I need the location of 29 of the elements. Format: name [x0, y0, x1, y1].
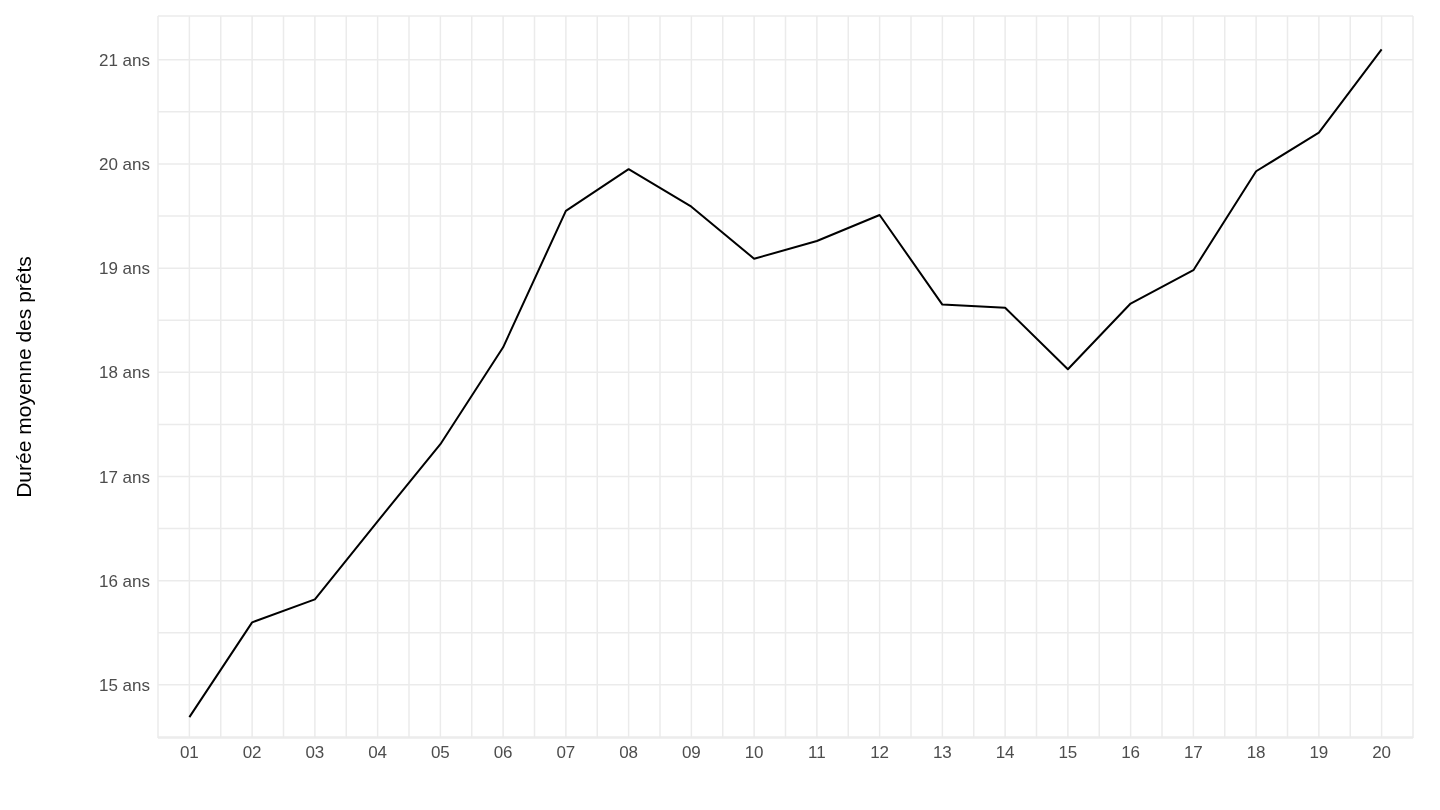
x-tick-label: 08 — [619, 743, 639, 763]
x-tick-label: 01 — [179, 743, 199, 763]
x-tick-label: 07 — [556, 743, 576, 763]
x-tick-label: 19 — [1309, 743, 1329, 763]
y-tick-label: 21 ans — [98, 50, 150, 70]
x-tick-label: 02 — [242, 743, 262, 763]
x-tick-label: 12 — [870, 743, 890, 763]
x-tick-label: 16 — [1121, 743, 1141, 763]
y-tick-label: 15 ans — [98, 675, 150, 695]
x-tick-label: 04 — [368, 743, 388, 763]
x-tick-label: 06 — [493, 743, 513, 763]
x-tick-label: 15 — [1058, 743, 1078, 763]
y-tick-label: 16 ans — [98, 571, 150, 591]
x-tick-label: 10 — [744, 743, 764, 763]
x-tick-label: 14 — [995, 743, 1015, 763]
x-tick-label: 13 — [932, 743, 952, 763]
x-tick-label: 17 — [1183, 743, 1203, 763]
y-tick-label: 19 ans — [98, 259, 150, 279]
y-tick-label: 18 ans — [98, 363, 150, 383]
x-tick-label: 20 — [1372, 743, 1392, 763]
y-axis-title: Durée moyenne des prêts — [12, 256, 36, 498]
x-tick-label: 09 — [681, 743, 701, 763]
y-tick-label: 17 ans — [98, 467, 150, 487]
x-tick-label: 03 — [305, 743, 325, 763]
y-tick-label: 20 ans — [98, 154, 150, 174]
x-tick-label: 18 — [1246, 743, 1266, 763]
x-tick-label: 05 — [430, 743, 450, 763]
line-series — [188, 48, 1383, 719]
x-tick-label: 11 — [808, 743, 826, 763]
